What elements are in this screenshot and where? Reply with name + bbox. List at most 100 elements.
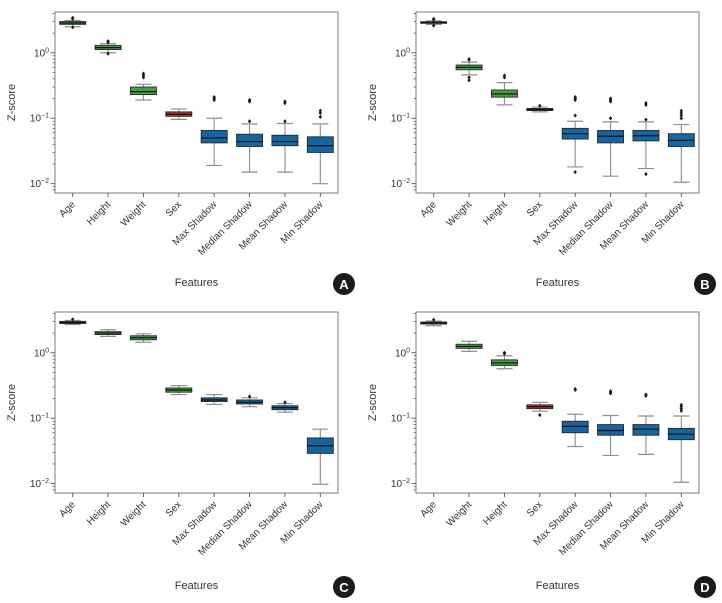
outlier-point [106, 40, 110, 45]
box-max-shadow [561, 386, 589, 448]
y-axis-title: Z-score [6, 384, 18, 421]
x-tick-label-weight: Weight [445, 199, 475, 229]
outlier-point [318, 110, 323, 116]
x-tick-label-sex: Sex [525, 199, 545, 219]
outlier-point [679, 113, 684, 118]
outlier-point [431, 23, 436, 28]
x-axis-title: Features [536, 277, 580, 289]
outlier-point [283, 99, 287, 104]
box-min-shadow [667, 108, 695, 183]
y-tick-label: 100 [34, 47, 49, 59]
box-height [490, 73, 518, 106]
outlier-point [608, 388, 613, 394]
outlier-point [502, 73, 507, 78]
outlier-point [318, 114, 323, 119]
outlier-point [644, 392, 648, 397]
outlier-point [608, 116, 613, 121]
box-sex [526, 103, 554, 113]
x-tick-label-age: Age [57, 199, 78, 220]
outlier-point [573, 95, 577, 100]
outlier-point [502, 351, 507, 356]
outlier-point [70, 15, 75, 20]
y-axis-title: Z-score [6, 84, 18, 121]
y-tick-label: 10−1 [391, 113, 410, 125]
y-tick-label: 100 [34, 347, 49, 359]
box-sex [526, 401, 554, 418]
plot-frame [415, 311, 700, 494]
outlier-point [573, 113, 577, 118]
box-median-shadow [236, 97, 264, 173]
box-height [94, 329, 122, 337]
panel-c: 100 10−1 10−2 Age Height Weight Sex Max Shadow M… [0, 300, 361, 603]
y-tick-label: 10−1 [30, 113, 49, 125]
y-tick-label: 100 [395, 47, 410, 59]
y-tick-label: 10−1 [30, 413, 49, 425]
outlier-point [431, 17, 436, 22]
box-min-shadow [667, 402, 695, 483]
x-axis-title: Features [536, 580, 580, 592]
x-tick-label-sex: Sex [525, 499, 545, 519]
panel-a: 100 10−1 10−2 Age Height Weight Sex Max Shadow M… [0, 0, 361, 300]
box-mean-shadow [271, 400, 299, 413]
y-tick-label: 10−1 [391, 413, 410, 425]
x-tick-label-height: Height [481, 199, 509, 227]
box-age [420, 317, 448, 327]
panel-b: 100 10−1 10−2 Age Weight Height Sex Max Shadow M… [361, 0, 722, 300]
outlier-point [679, 110, 684, 116]
outlier-point [247, 97, 252, 103]
outlier-point [573, 386, 577, 392]
outlier-point [70, 25, 75, 30]
box-min-shadow [306, 108, 334, 185]
x-tick-label-age: Age [418, 499, 439, 520]
box-age [59, 15, 87, 30]
box-median-shadow [236, 394, 264, 408]
x-tick-label-weight: Weight [119, 499, 149, 529]
outlier-point [679, 408, 684, 413]
box-sex [165, 108, 193, 120]
y-tick-label: 10−2 [30, 478, 49, 490]
y-tick-label: 10−2 [391, 178, 410, 190]
x-axis-title: Features [175, 580, 219, 592]
box-weight [455, 57, 483, 83]
y-axis-title: Z-score [367, 384, 379, 421]
x-tick-label-height: Height [481, 499, 509, 527]
y-axis: 100 10−1 10−2 [391, 313, 416, 491]
outlier-point [679, 108, 684, 113]
y-tick-label: 10−2 [391, 478, 410, 490]
outlier-point [467, 78, 471, 83]
panel-a-chart-area: 100 10−1 10−2 Age Height Weight Sex Max Shadow M… [0, 0, 361, 300]
panel-d-badge: D [694, 576, 716, 598]
x-tick-label-height: Height [85, 499, 113, 527]
outlier-point [247, 119, 252, 124]
y-tick-label: 100 [395, 347, 410, 359]
outlier-point [644, 101, 648, 106]
plot-frame [54, 311, 339, 494]
x-tick-label-weight: Weight [119, 199, 149, 229]
box-max-shadow [200, 95, 228, 167]
panel-c-chart-area: 100 10−1 10−2 Age Height Weight Sex Max Shadow M… [0, 300, 361, 603]
box-sex [165, 385, 193, 396]
box-median-shadow [597, 96, 625, 177]
y-axis: 100 10−1 10−2 [391, 13, 416, 191]
plot-frame [415, 11, 700, 194]
outlier-point [431, 317, 436, 322]
outlier-point [573, 170, 577, 175]
box-max-shadow [200, 393, 228, 405]
box-min-shadow [306, 428, 334, 485]
x-tick-label-age: Age [418, 199, 439, 220]
outlier-point [679, 402, 684, 407]
box-height [94, 39, 122, 56]
panel-a-badge: A [333, 273, 355, 295]
box-weight [129, 333, 157, 343]
x-tick-label-sex: Sex [164, 499, 184, 519]
y-axis: 100 10−1 10−2 [30, 313, 55, 491]
box-mean-shadow [632, 392, 660, 456]
outlier-point [283, 119, 287, 124]
outlier-point [212, 95, 216, 100]
